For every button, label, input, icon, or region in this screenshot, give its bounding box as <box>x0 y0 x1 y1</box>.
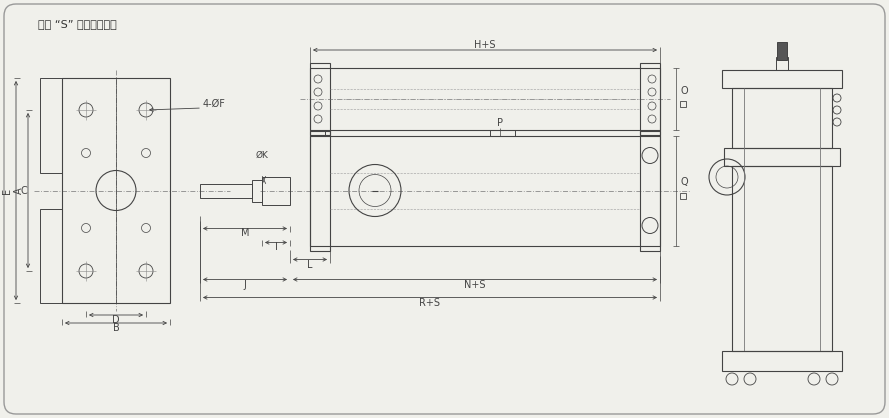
Text: B: B <box>113 323 119 333</box>
Bar <box>310 68 660 130</box>
Bar <box>722 70 842 88</box>
Bar <box>490 130 515 135</box>
Bar <box>262 176 290 204</box>
Text: 注： “S” 為缸的總行程: 注： “S” 為缸的總行程 <box>38 19 116 29</box>
Bar <box>732 166 832 351</box>
Text: A: A <box>14 187 24 194</box>
Bar <box>310 130 330 250</box>
FancyBboxPatch shape <box>4 4 885 414</box>
Bar <box>732 88 832 148</box>
Bar <box>640 130 660 250</box>
Text: ØK: ØK <box>255 151 268 160</box>
Text: E: E <box>2 187 12 194</box>
Bar <box>40 209 62 303</box>
Bar <box>777 42 787 60</box>
Text: 4-ØF: 4-ØF <box>203 99 226 109</box>
Text: M: M <box>241 229 249 239</box>
Text: Q: Q <box>680 178 688 188</box>
Bar <box>200 184 252 197</box>
Bar <box>722 351 842 371</box>
Text: I: I <box>275 242 277 252</box>
Text: D: D <box>112 315 120 325</box>
Bar <box>310 63 330 135</box>
Text: N+S: N+S <box>464 280 485 290</box>
Text: C: C <box>20 186 28 196</box>
Bar <box>640 63 660 135</box>
Bar <box>252 179 262 201</box>
Bar <box>724 148 840 166</box>
Bar <box>62 78 170 303</box>
Bar <box>680 193 686 199</box>
Text: H+S: H+S <box>474 40 496 50</box>
Bar <box>680 101 686 107</box>
Text: R+S: R+S <box>420 298 441 308</box>
Bar <box>310 135 660 245</box>
Text: P: P <box>497 118 503 128</box>
Text: L: L <box>308 260 313 270</box>
Text: J: J <box>244 280 246 290</box>
Bar <box>776 57 788 70</box>
Text: O: O <box>680 86 688 96</box>
Bar <box>40 78 62 173</box>
